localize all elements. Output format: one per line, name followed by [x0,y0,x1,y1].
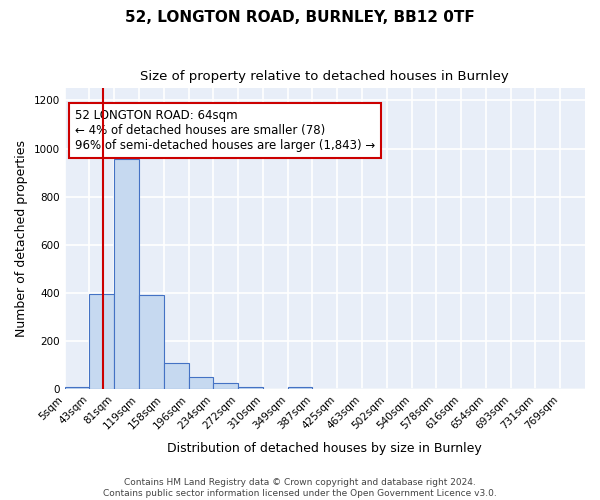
Bar [114,160,139,389]
Y-axis label: Number of detached properties: Number of detached properties [15,140,28,338]
X-axis label: Distribution of detached houses by size in Burnley: Distribution of detached houses by size … [167,442,482,455]
Bar [238,387,263,389]
Bar [139,296,164,389]
Text: 52 LONGTON ROAD: 64sqm
← 4% of detached houses are smaller (78)
96% of semi-deta: 52 LONGTON ROAD: 64sqm ← 4% of detached … [75,110,376,152]
Bar [188,376,214,389]
Bar [287,387,313,389]
Title: Size of property relative to detached houses in Burnley: Size of property relative to detached ho… [140,70,509,83]
Bar [89,294,114,389]
Text: Contains HM Land Registry data © Crown copyright and database right 2024.
Contai: Contains HM Land Registry data © Crown c… [103,478,497,498]
Bar [65,387,89,389]
Bar [214,383,238,389]
Bar [164,364,188,389]
Text: 52, LONGTON ROAD, BURNLEY, BB12 0TF: 52, LONGTON ROAD, BURNLEY, BB12 0TF [125,10,475,25]
